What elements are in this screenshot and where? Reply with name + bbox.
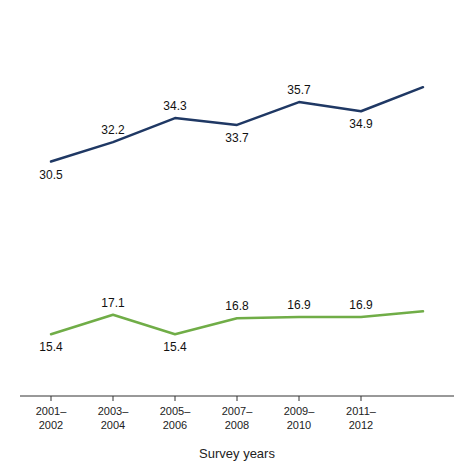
data-label: 16.8 [225,299,249,313]
x-tick-label: 2001–2002 [36,405,67,431]
x-tick-label: 2005–2006 [160,405,191,431]
x-tick-label: 2011–2012 [346,405,377,431]
x-tick-label: 2009–2010 [284,405,315,431]
series-line [51,87,423,161]
x-tick-label: 2003–2004 [98,405,129,431]
data-label: 32.2 [101,123,125,137]
data-label: 17.1 [101,296,125,310]
x-tick [51,396,52,401]
data-label: 33.7 [225,131,249,145]
x-tick [299,396,300,401]
chart-container: 2001–2002 2003–2004 2005–2006 2007–2008 2009… [0,0,474,474]
x-tick-label: 2007–2008 [222,405,253,431]
x-tick [361,396,362,401]
data-label: 35.7 [287,83,311,97]
x-tick [237,396,238,401]
chart-svg: 2001–2002 2003–2004 2005–2006 2007–2008 2009… [0,0,474,474]
plot-area [51,87,423,334]
data-label: 30.5 [39,168,63,182]
data-label: 15.4 [39,340,63,354]
data-label: 34.9 [349,117,373,131]
data-label: 15.4 [163,340,187,354]
x-axis-label: Survey years [199,446,275,461]
data-label: 16.9 [349,298,373,312]
data-label: 16.9 [287,298,311,312]
series-line [51,311,423,334]
data-label: 34.3 [163,99,187,113]
x-tick [175,396,176,401]
x-tick [113,396,114,401]
